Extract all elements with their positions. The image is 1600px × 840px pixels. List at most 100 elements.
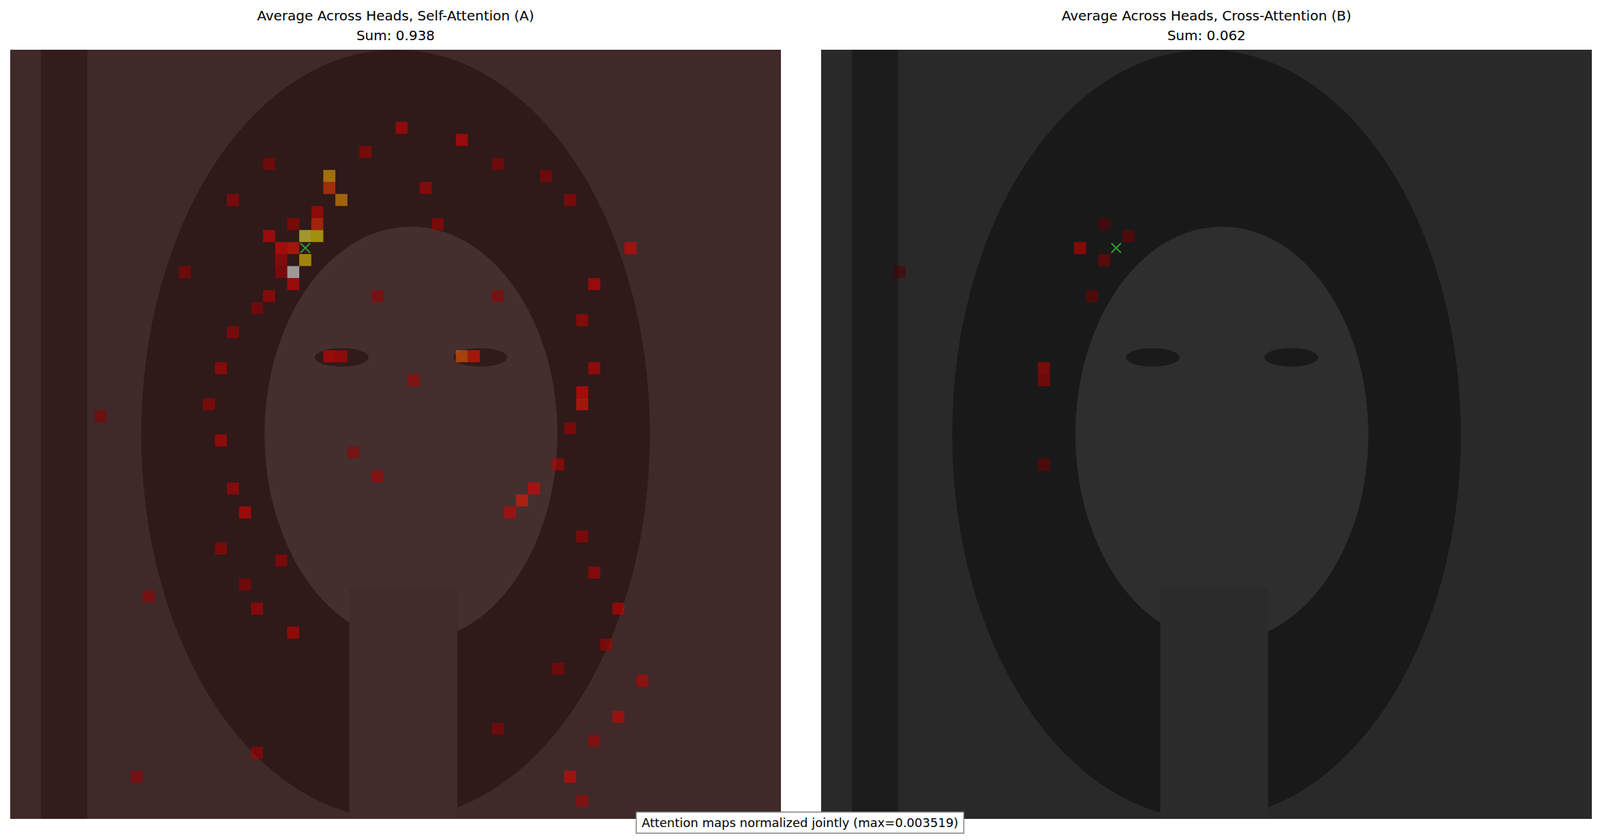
heatmap-cell: [275, 254, 288, 267]
heatmap-cell: [455, 133, 469, 146]
heatmap-cell: [286, 241, 300, 255]
heatmap-base: [821, 49, 1592, 820]
chart-subtitle: Sum: 0.938: [356, 27, 435, 44]
heatmap-cell: [600, 638, 613, 651]
heatmap-cell: [432, 218, 445, 231]
annotation-box: [636, 812, 965, 834]
heatmap-cell: [395, 121, 409, 135]
heatmap-cell: [275, 241, 288, 255]
chart-title: Average Across Heads, Self-Attention (A): [256, 7, 535, 24]
heatmap-cell: [311, 230, 324, 243]
heatmap-cell: [893, 266, 906, 279]
heatmap-cell: [286, 218, 300, 231]
chart-title: Average Across Heads, Cross-Attention (B…: [1061, 7, 1352, 24]
heatmap-cell: [540, 169, 553, 182]
heatmap-cell: [286, 266, 300, 279]
heatmap-cell: [576, 530, 589, 544]
heatmap-cell: [130, 770, 144, 783]
heatmap-cell: [551, 458, 565, 471]
heatmap-cell: [612, 602, 625, 615]
heatmap-cell: [322, 350, 336, 363]
heatmap-cell: [347, 446, 360, 459]
heatmap-cell: [286, 278, 300, 291]
heatmap-cell: [491, 722, 505, 736]
heatmap-cell: [576, 314, 589, 327]
heatmap-cell: [564, 770, 577, 783]
heatmap-cell: [576, 398, 589, 411]
heatmap-cell: [250, 301, 264, 315]
annotation: Attention maps normalized jointly (max=0…: [636, 812, 965, 834]
heatmap-cell: [588, 362, 601, 375]
heatmap-cell: [299, 230, 312, 243]
plot-area: [10, 49, 781, 820]
heatmap-cell: [263, 158, 276, 171]
heatmap-cell: [275, 554, 288, 567]
heatmap-cell: [491, 290, 505, 303]
heatmap-cell: [491, 158, 505, 171]
heatmap-cell: [239, 578, 252, 591]
heatmap-cell: [588, 278, 601, 291]
background-image: [10, 49, 781, 820]
heatmap-cell: [419, 181, 433, 195]
heatmap-cell: [371, 290, 384, 303]
heatmap-cell: [1086, 290, 1099, 303]
query-marker: [1111, 243, 1121, 253]
heatmap-cell: [214, 362, 227, 375]
heatmap-cell: [250, 602, 264, 615]
heatmap-cell: [1037, 362, 1051, 375]
heatmap-cell: [1037, 374, 1051, 387]
heatmap-cell: [588, 566, 601, 580]
background-image: [821, 49, 1592, 820]
heatmap-cell: [504, 506, 517, 519]
heatmap-cell: [94, 410, 107, 423]
heatmap-cell: [250, 746, 264, 760]
heatmap-cell: [299, 254, 312, 267]
heatmap-cell: [1097, 218, 1111, 231]
heatmap-cell: [335, 194, 348, 207]
heatmap-cell: [636, 674, 649, 687]
heatmap-cell: [335, 350, 348, 363]
heatmap-cell: [286, 626, 300, 640]
heatmap-cell: [612, 710, 625, 723]
heatmap-cell: [214, 434, 227, 448]
heatmap-cell: [226, 194, 240, 207]
heatmap-cell: [371, 470, 384, 483]
heatmap-cell: [214, 542, 227, 555]
plot-area: [821, 49, 1592, 820]
heatmap-cell: [1037, 458, 1051, 471]
heatmap-cell: [359, 145, 372, 159]
heatmap-cell: [588, 735, 601, 748]
background: [821, 49, 1592, 820]
heatmap-cell: [263, 230, 276, 243]
heatmap-cell: [564, 422, 577, 435]
figure: Average Across Heads, Self-Attention (A)…: [0, 0, 1600, 840]
heatmap-cell: [551, 663, 565, 676]
heatmap-cell: [275, 266, 288, 279]
heatmap-cell: [239, 506, 252, 519]
heatmap-cell: [322, 181, 336, 195]
heatmap-base: [10, 49, 781, 820]
heatmap-cell: [624, 241, 637, 255]
heatmap-cell: [1122, 230, 1135, 243]
annotation-text: Attention maps normalized jointly (max=0…: [641, 815, 959, 830]
heatmap-cell: [455, 350, 469, 363]
heatmap-cell: [407, 374, 420, 387]
heatmap-cell: [576, 386, 589, 399]
heatmap-cell: [515, 494, 529, 507]
heatmap-cell: [226, 326, 240, 339]
heatmap-cell: [203, 398, 216, 411]
heatmap-cell: [528, 482, 541, 495]
heatmap-cell: [1073, 241, 1087, 255]
heatmap-cell: [576, 795, 589, 808]
heatmap-cell: [311, 218, 324, 231]
chart-subtitle: Sum: 0.062: [1167, 27, 1246, 44]
heatmap-cell: [178, 266, 191, 279]
background: [10, 49, 781, 820]
heatmap-cell: [1097, 254, 1111, 267]
heatmap-cell: [564, 194, 577, 207]
heatmap-cell: [322, 169, 336, 182]
heatmap-cell: [468, 350, 481, 363]
heatmap-cell: [263, 290, 276, 303]
query-marker: [300, 243, 311, 253]
heatmap-cell: [142, 590, 155, 604]
